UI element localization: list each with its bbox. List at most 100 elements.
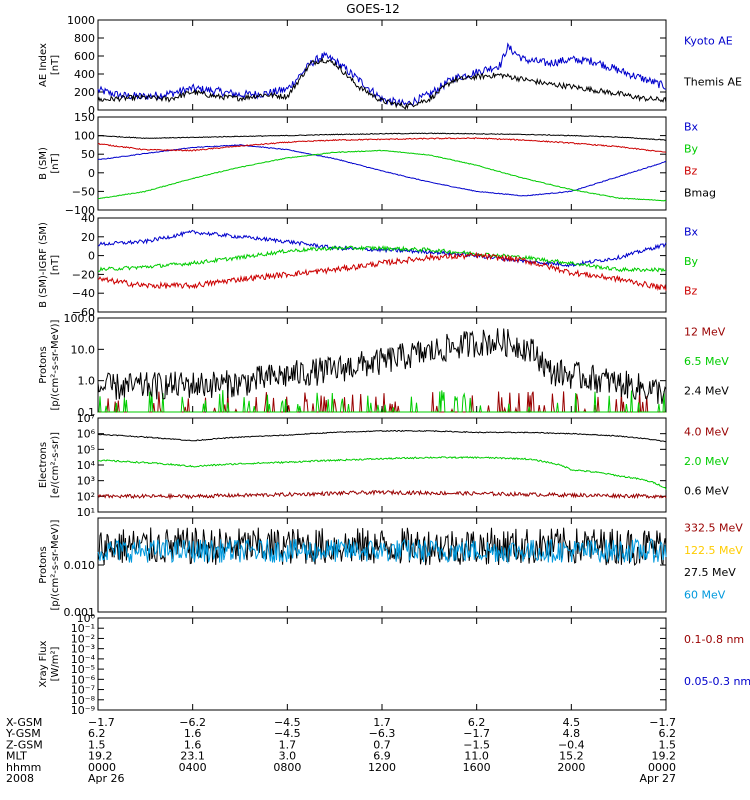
panel-protons1: 0.1 1.0 10.0 100.0 Protons [p/(cm²-s-sr-MeV)]…	[38, 312, 729, 419]
x-axis-value: 6.2	[659, 727, 677, 740]
panel-frame-protons1	[97, 317, 667, 413]
x-axis-value: 0000	[648, 761, 676, 774]
legend-entry-bdiff: Bz	[684, 284, 698, 297]
y-tick-label-electrons: 10⁴	[77, 459, 96, 472]
x-axis-value: −1.7	[88, 716, 115, 729]
panel-electrons: 10¹ 10² 10³ 10⁴ 10⁵ 10⁶ 10⁷ Electrons [e/(cm²-s-…	[38, 412, 729, 519]
x-axis-row-label: Z-GSM	[6, 738, 43, 751]
y-tick-label-bdiff: −20	[72, 268, 95, 281]
legend-entry-protons2: 332.5 MeV	[684, 521, 743, 534]
y-tick-label-ae: 800	[74, 32, 95, 45]
series-line-ae	[97, 56, 667, 110]
legend-entry-protons2: 60 MeV	[684, 589, 726, 602]
x-axis-value: −6.2	[179, 716, 206, 729]
series-line-bdiff	[97, 251, 667, 292]
y-tick-label-xray: 10⁻⁸	[71, 694, 96, 707]
series-line-bdiff	[98, 229, 667, 268]
y-axis-label-xray: Xray Flux	[38, 640, 49, 687]
panel-frame-xray	[97, 617, 667, 711]
series-line-bsm	[97, 144, 667, 197]
x-axis-value: 6.9	[373, 750, 391, 763]
y-tick-label-electrons: 10⁷	[77, 412, 95, 425]
x-axis-value: −0.4	[558, 738, 585, 751]
series-line-protons1	[97, 328, 667, 404]
y-tick-label-electrons: 10¹	[77, 506, 95, 519]
legend-entry-bdiff: By	[684, 255, 699, 268]
y-tick-label-xray: 10⁻⁶	[71, 673, 96, 686]
x-axis-value: 1.6	[184, 738, 202, 751]
series-line-bsm	[97, 132, 667, 141]
y-tick-label-protons1: 1.0	[78, 375, 96, 388]
x-axis-row-label: X-GSM	[6, 716, 42, 729]
series-line-electrons	[97, 456, 667, 490]
y-tick-label-ae: 200	[74, 86, 95, 99]
x-axis-row-label: hhmm	[6, 761, 41, 774]
x-axis-value: −1.5	[463, 738, 490, 751]
x-axis-value: 0400	[179, 761, 207, 774]
y-tick-label-bsm: −50	[72, 185, 95, 198]
x-axis-value: 1.6	[184, 727, 202, 740]
legend-entry-protons2: 27.5 MeV	[684, 566, 736, 579]
y-tick-label-xray: 10⁻⁷	[71, 684, 95, 697]
x-axis-value: 4.8	[563, 727, 581, 740]
series-line-electrons	[97, 489, 667, 500]
x-axis-value: −6.3	[369, 727, 396, 740]
y-tick-label-protons2: 0.001	[64, 606, 96, 619]
x-axis-value: 19.2	[652, 750, 677, 763]
y-tick-label-bsm: 0	[88, 167, 95, 180]
y-tick-label-bdiff: 0	[88, 250, 95, 263]
x-axis-value: −1.7	[463, 727, 490, 740]
x-axis-row-label: 2008	[6, 772, 34, 785]
y-tick-label-xray: 10⁻¹	[71, 622, 95, 635]
x-axis-value: 1.7	[279, 738, 297, 751]
x-axis-value: 1200	[368, 761, 396, 774]
legend-entry-ae: Kyoto AE	[684, 35, 733, 48]
series-line-protons2	[97, 527, 667, 566]
x-axis-value: 19.2	[88, 750, 113, 763]
chart-title: GOES-12	[346, 2, 400, 16]
y-axis-label-xray: [W/m²]	[50, 646, 61, 681]
x-axis-row-label: MLT	[6, 750, 27, 763]
x-axis-value: 1.5	[659, 738, 677, 751]
y-tick-label-xray: 10⁻⁹	[71, 704, 95, 717]
y-tick-label-bdiff: −40	[72, 287, 95, 300]
y-tick-label-ae: 0	[88, 104, 95, 117]
legend-entry-protons1: 2.4 MeV	[684, 384, 729, 397]
y-axis-label-ae: [nT]	[50, 55, 61, 75]
panel-bdiff: −60 −40 −20 0 20 40 B (SM)-IGRF (SM) [nT] Bx By Bz	[38, 212, 699, 319]
y-axis-label-bsm: [nT]	[50, 153, 61, 173]
y-tick-label-bdiff: 40	[81, 212, 95, 225]
y-tick-label-ae: 1000	[67, 14, 95, 27]
legend-entry-bsm: Bx	[684, 120, 699, 133]
legend-entry-protons2: 122.5 MeV	[684, 544, 743, 557]
y-tick-label-protons1: 0.1	[78, 406, 96, 419]
y-tick-label-protons1: 10.0	[71, 343, 96, 356]
y-tick-label-xray: 10⁻²	[71, 632, 95, 645]
x-axis-value: 11.0	[464, 750, 489, 763]
legend-entry-ae: Themis AE	[683, 75, 742, 88]
series-line-electrons	[98, 429, 667, 443]
y-axis-label-electrons: Electrons	[38, 442, 49, 488]
legend-entry-bdiff: Bx	[684, 226, 699, 239]
x-axis-value: 4.5	[563, 716, 581, 729]
x-axis-value: Apr 27	[639, 772, 676, 785]
y-axis-label-protons2: [p/(cm²-s-sr-MeV)]	[50, 519, 61, 610]
y-tick-label-electrons: 10³	[77, 475, 95, 488]
x-axis-table: X-GSM −1.7 −6.2 −4.5 1.7 6.2 4.5 −1.7Y-GSM 6.2 1.…	[5, 716, 676, 785]
legend-entry-bsm: By	[684, 142, 699, 155]
panel-bsm: −100 −50 0 50 100 150 B (SM) [nT] Bx By Bz Bmag	[38, 111, 716, 217]
series-line-ae	[97, 42, 667, 107]
x-axis-value: 6.2	[88, 727, 106, 740]
x-axis-value: 1.7	[373, 716, 391, 729]
x-axis-value: Apr 26	[88, 772, 125, 785]
legend-entry-electrons: 0.6 MeV	[684, 484, 729, 497]
y-tick-label-protons1: 100.0	[64, 312, 96, 325]
panel-ae: 0 200 400 600 800 1000 AE Index [nT] Kyoto AE The…	[38, 14, 742, 117]
legend-entry-bsm: Bz	[684, 165, 698, 178]
y-tick-label-xray: 10⁻⁵	[71, 663, 95, 676]
x-axis-value: −4.5	[274, 716, 301, 729]
x-axis-value: 15.2	[559, 750, 584, 763]
y-axis-label-protons2: Protons	[38, 546, 49, 583]
y-axis-label-electrons: [e/(cm²-s-sr)]	[50, 432, 61, 498]
